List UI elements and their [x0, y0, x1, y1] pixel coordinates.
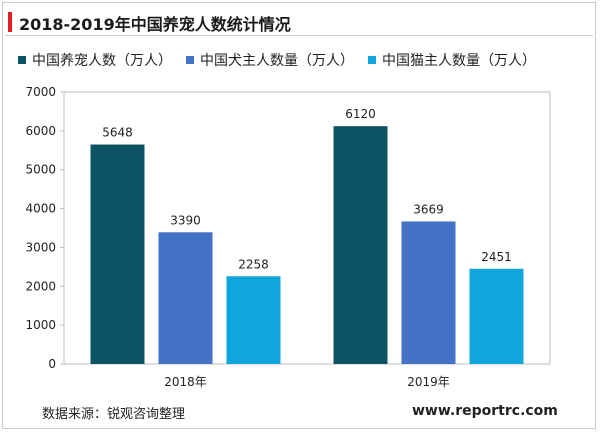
legend-swatch-dog-owners — [186, 56, 194, 64]
bar — [333, 126, 388, 365]
y-tick-label: 4000 — [25, 202, 56, 216]
legend-swatch-cat-owners — [368, 56, 376, 64]
y-tick-label: 5000 — [25, 163, 56, 177]
data-label: 3390 — [170, 213, 201, 227]
data-label: 2451 — [481, 250, 512, 264]
y-tick-label: 0 — [48, 357, 56, 371]
data-label: 3669 — [413, 202, 444, 216]
data-label: 2258 — [238, 257, 269, 271]
y-tick-label: 6000 — [25, 124, 56, 138]
y-tick-label: 1000 — [25, 318, 56, 332]
legend-label: 中国犬主人数量（万人） — [200, 53, 354, 69]
bar — [401, 221, 456, 364]
data-label: 6120 — [345, 107, 376, 121]
legend-item-dog-owners: 中国犬主人数量（万人） — [186, 50, 354, 70]
y-tick-label: 2000 — [25, 279, 56, 293]
x-tick-label: 2018年 — [164, 375, 207, 389]
legend-swatch-pet-owners — [18, 56, 26, 64]
bar — [158, 232, 213, 364]
bar — [226, 276, 281, 364]
plot-area — [63, 91, 551, 365]
legend-item-cat-owners: 中国猫主人数量（万人） — [368, 50, 536, 70]
page-title: 2018-2019年中国养宠人数统计情况 — [19, 15, 291, 34]
y-tick-label: 3000 — [25, 240, 56, 254]
chart-frame — [2, 2, 596, 429]
bar — [469, 268, 524, 364]
title-bar: 2018-2019年中国养宠人数统计情况 — [3, 3, 595, 35]
legend-label: 中国养宠人数（万人） — [32, 53, 172, 69]
legend-item-pet-owners: 中国养宠人数（万人） — [18, 50, 172, 70]
y-tick-label: 7000 — [25, 85, 56, 99]
website-link[interactable]: www.reportrc.com — [412, 403, 558, 419]
x-tick-label: 2019年 — [407, 375, 450, 389]
chart-legend: 中国养宠人数（万人） 中国犬主人数量（万人） 中国猫主人数量（万人） — [18, 50, 550, 70]
title-divider — [5, 35, 593, 36]
bar — [90, 144, 145, 364]
title-accent-bar — [8, 12, 12, 32]
data-label: 5648 — [102, 126, 133, 140]
legend-label: 中国猫主人数量（万人） — [382, 53, 536, 69]
data-source-note: 数据来源：锐观咨询整理 — [42, 407, 186, 422]
